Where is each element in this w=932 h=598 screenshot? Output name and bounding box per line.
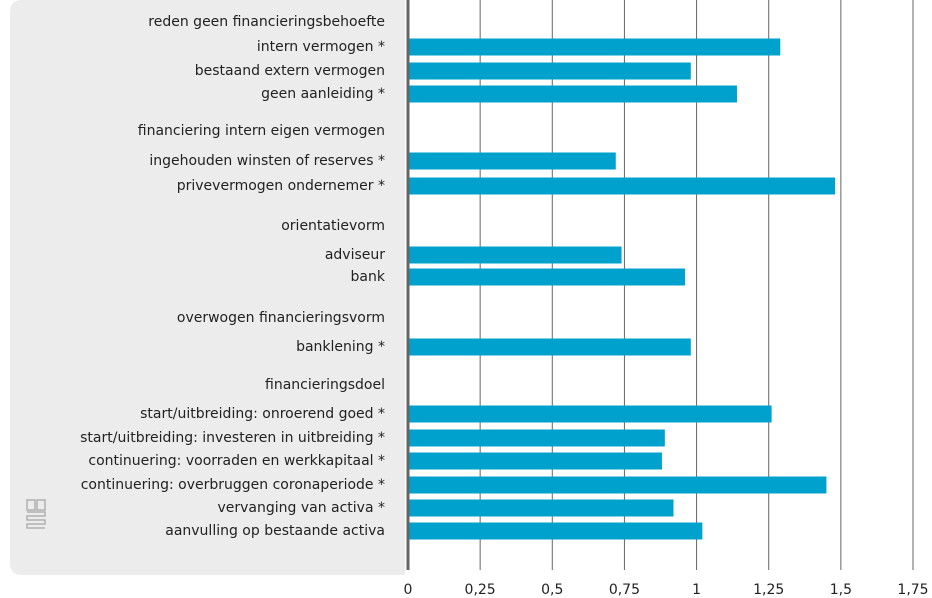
- category-label: orientatievorm: [281, 218, 385, 234]
- bar: [408, 405, 772, 423]
- category-label: geen aanleiding *: [261, 86, 385, 102]
- x-tick-label: 1: [692, 582, 701, 598]
- category-label: continuering: overbruggen coronaperiode …: [81, 477, 385, 493]
- bar: [408, 38, 781, 56]
- x-tick-label: 0,75: [609, 582, 640, 598]
- x-tick-label: 0,5: [541, 582, 563, 598]
- category-label: start/uitbreiding: onroerend goed *: [140, 406, 385, 422]
- category-label: privevermogen ondernemer *: [177, 178, 385, 194]
- bar: [408, 268, 686, 286]
- category-label: financiering intern eigen vermogen: [138, 123, 385, 139]
- category-label: intern vermogen *: [257, 39, 385, 55]
- label-panel: [10, 0, 405, 575]
- category-label: aanvulling op bestaande activa: [165, 523, 385, 539]
- bar: [408, 246, 622, 264]
- category-label: ingehouden winsten of reserves *: [149, 153, 385, 169]
- category-label: overwogen financieringsvorm: [177, 310, 385, 326]
- bar: [408, 429, 665, 447]
- category-label: start/uitbreiding: investeren in uitbrei…: [80, 430, 385, 446]
- category-label: vervanging van activa *: [217, 500, 385, 516]
- category-label: bestaand extern vermogen: [195, 63, 385, 79]
- category-label: bank: [351, 269, 386, 285]
- x-tick-label: 1,75: [897, 582, 928, 598]
- bar: [408, 85, 737, 103]
- bar: [408, 338, 691, 356]
- bar: [408, 452, 662, 470]
- category-label: continuering: voorraden en werkkapitaal …: [88, 453, 385, 469]
- bar: [408, 522, 703, 540]
- category-label: adviseur: [325, 247, 385, 263]
- bar: [408, 152, 616, 170]
- bar: [408, 177, 836, 195]
- category-label: reden geen financieringsbehoefte: [148, 14, 385, 30]
- category-label: financieringsdoel: [265, 377, 385, 393]
- x-tick-label: 0,25: [465, 582, 496, 598]
- bar: [408, 62, 691, 80]
- x-tick-label: 0: [404, 582, 413, 598]
- bar: [408, 476, 827, 494]
- cbs-logo: [26, 499, 46, 529]
- bar: [408, 499, 674, 517]
- category-label: banklening *: [296, 339, 385, 355]
- x-tick-label: 1,5: [830, 582, 852, 598]
- x-tick-label: 1,25: [753, 582, 784, 598]
